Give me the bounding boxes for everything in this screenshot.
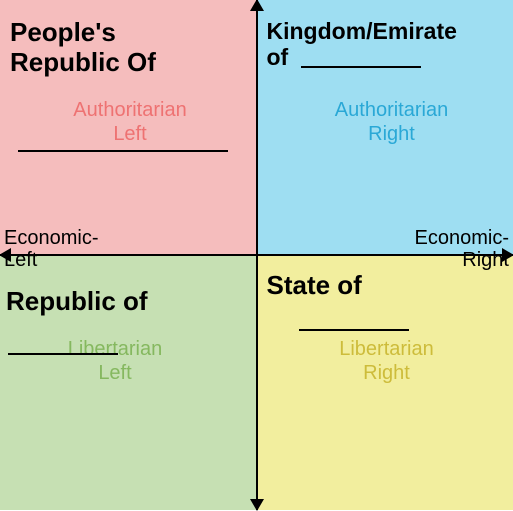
blank-line-tr: [301, 66, 421, 68]
arrow-right-icon: [502, 248, 513, 262]
quadrant-title-br: State of: [267, 271, 362, 301]
blank-line-tl: [18, 150, 228, 152]
quadrant-bottom-right: State of LibertarianRight: [257, 255, 513, 510]
quadrant-faded-label-tr: AuthoritarianRight: [312, 98, 472, 146]
quadrant-faded-label-br: LibertarianRight: [312, 337, 462, 385]
quadrant-title-tr: Kingdom/Emirateof: [267, 18, 457, 71]
axis-horizontal: [0, 254, 513, 256]
axis-label-left: Economic- Left: [4, 227, 98, 271]
blank-line-br: [299, 329, 409, 331]
quadrant-faded-label-bl: LibertarianLeft: [40, 337, 190, 385]
quadrant-title-bl: Republic of: [6, 287, 148, 317]
blank-line-bl: [8, 353, 118, 355]
quadrant-faded-label-tl: AuthoritarianLeft: [50, 98, 210, 146]
arrow-down-icon: [250, 499, 264, 511]
arrow-up-icon: [250, 0, 264, 11]
arrow-left-icon: [0, 248, 11, 262]
political-compass-diagram: People'sRepublic Of AuthoritarianLeft Ki…: [0, 0, 513, 510]
quadrant-top-right: Kingdom/Emirateof AuthoritarianRight: [257, 0, 513, 255]
quadrant-top-left: People'sRepublic Of AuthoritarianLeft: [0, 0, 257, 255]
axis-label-left-line1: Economic-: [4, 227, 98, 249]
axis-label-right: Economic- Right: [415, 227, 509, 271]
axis-label-right-line1: Economic-: [415, 227, 509, 249]
quadrant-title-tl: People'sRepublic Of: [10, 18, 156, 78]
quadrant-bottom-left: Republic of LibertarianLeft: [0, 255, 257, 510]
